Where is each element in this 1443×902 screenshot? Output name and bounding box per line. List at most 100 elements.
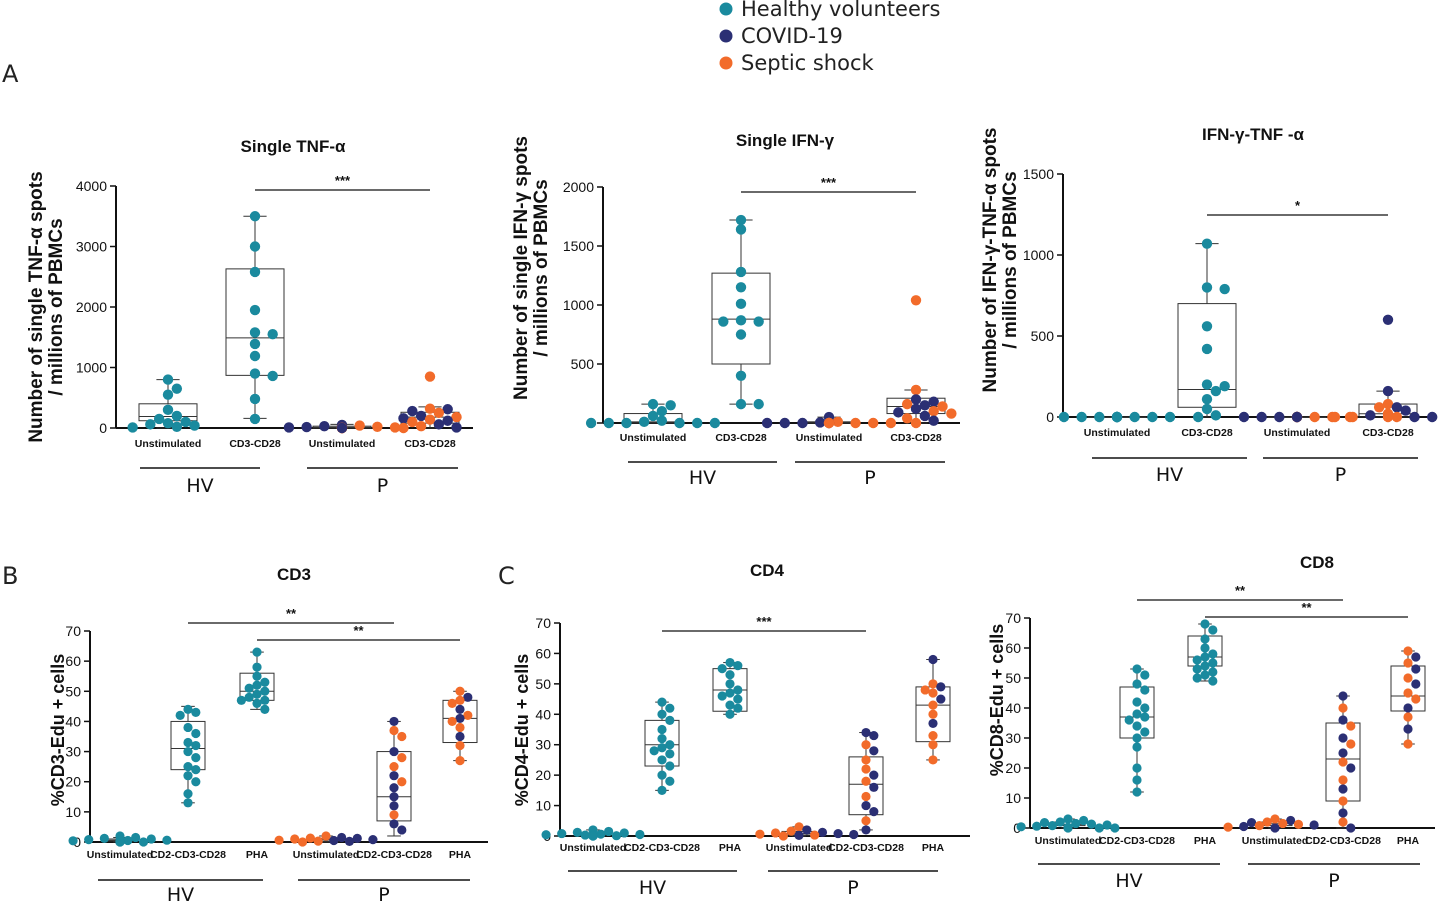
data-point	[244, 683, 254, 693]
data-point	[1201, 403, 1213, 415]
data-point	[146, 834, 156, 844]
significance-label: **	[1235, 583, 1246, 598]
x-category-label: CD3-CD28	[404, 438, 456, 450]
data-point	[1403, 739, 1413, 749]
y-tick-label: 40	[1005, 700, 1021, 716]
y-tick-label: 10	[535, 798, 551, 814]
data-point	[1427, 411, 1438, 423]
legend-marker-1	[719, 29, 733, 43]
data-point	[1016, 822, 1026, 832]
data-point	[1391, 411, 1403, 423]
group-label: HV	[1115, 870, 1142, 892]
data-point	[183, 762, 193, 772]
data-point	[424, 414, 436, 425]
legend-label-2: Septic shock	[741, 51, 875, 75]
significance-label: ***	[756, 614, 772, 629]
chart-title: Single IFN-γ	[736, 131, 835, 150]
data-point	[1140, 703, 1150, 713]
data-point	[1329, 411, 1341, 423]
data-point	[451, 411, 462, 423]
data-point	[407, 416, 418, 428]
data-point	[389, 746, 399, 757]
data-point	[928, 654, 938, 665]
data-point	[647, 398, 659, 410]
data-point	[778, 831, 788, 841]
chart-title: CD4	[750, 561, 785, 580]
data-point	[145, 419, 156, 430]
data-point	[1039, 818, 1050, 828]
x-category-label: PHA	[1194, 835, 1217, 847]
data-point	[1032, 821, 1042, 831]
data-point	[1403, 658, 1413, 668]
data-point	[249, 241, 261, 252]
data-point	[1132, 664, 1142, 674]
y-tick-label: 30	[535, 737, 551, 753]
data-point	[252, 698, 262, 708]
data-point	[928, 740, 938, 750]
data-point	[1278, 818, 1288, 829]
data-point	[936, 694, 946, 704]
data-point	[99, 833, 109, 843]
data-point	[910, 384, 922, 396]
x-category-label: PHA	[922, 842, 945, 854]
data-point	[463, 692, 473, 702]
data-point	[725, 657, 735, 668]
data-point	[455, 731, 465, 742]
data-point	[424, 403, 436, 414]
data-point	[1373, 402, 1385, 413]
data-point	[580, 830, 590, 840]
x-category-label: Unstimulated	[293, 849, 360, 861]
data-point	[252, 680, 262, 690]
y-tick-label: 500	[1031, 328, 1055, 344]
data-point	[1346, 763, 1356, 773]
x-category-label: Unstimulated	[135, 438, 202, 450]
data-point	[1140, 727, 1150, 737]
data-point	[455, 722, 465, 733]
data-point	[1293, 819, 1304, 830]
data-point	[1063, 823, 1073, 833]
x-category-label: Unstimulated	[87, 849, 154, 861]
data-point	[1132, 679, 1142, 689]
data-point	[1071, 818, 1081, 829]
data-point	[665, 400, 676, 411]
y-tick-label: 1000	[1023, 247, 1054, 263]
group-label: HV	[1156, 464, 1183, 486]
y-axis-label-line: / millions of PBMCs	[531, 179, 552, 356]
data-point	[733, 694, 743, 704]
y-tick-label: 60	[535, 645, 551, 661]
legend-label-1: COVID-19	[741, 24, 843, 48]
data-point	[305, 833, 315, 843]
box-iqr	[644, 719, 680, 767]
data-point	[919, 400, 931, 411]
data-point	[1403, 646, 1413, 656]
data-point	[183, 771, 193, 781]
data-point	[1132, 697, 1142, 707]
data-point	[1365, 410, 1376, 421]
data-point	[398, 413, 409, 424]
data-point	[611, 831, 622, 841]
y-tick-label: 500	[571, 356, 595, 372]
data-point	[1140, 670, 1150, 680]
data-point	[267, 370, 278, 382]
data-point	[1256, 411, 1267, 423]
data-point	[665, 740, 675, 750]
data-point	[725, 700, 735, 710]
data-point	[910, 394, 922, 405]
data-point	[389, 810, 399, 820]
data-point	[656, 406, 668, 417]
data-point	[928, 755, 938, 765]
data-point	[557, 828, 567, 839]
data-point	[928, 406, 939, 417]
data-point	[928, 688, 938, 698]
y-tick-label: 0	[99, 420, 107, 436]
data-point	[84, 834, 94, 845]
data-point	[657, 697, 667, 707]
data-point	[1201, 393, 1213, 405]
data-point	[1200, 643, 1210, 653]
data-point	[1201, 321, 1213, 332]
chart-2: IFN-γ-TNF -α Number of IFN-γ-TNF-α spots/…	[980, 125, 1438, 486]
data-point	[861, 764, 871, 774]
data-point	[1382, 411, 1394, 423]
data-point	[260, 695, 270, 705]
data-point	[162, 404, 174, 416]
